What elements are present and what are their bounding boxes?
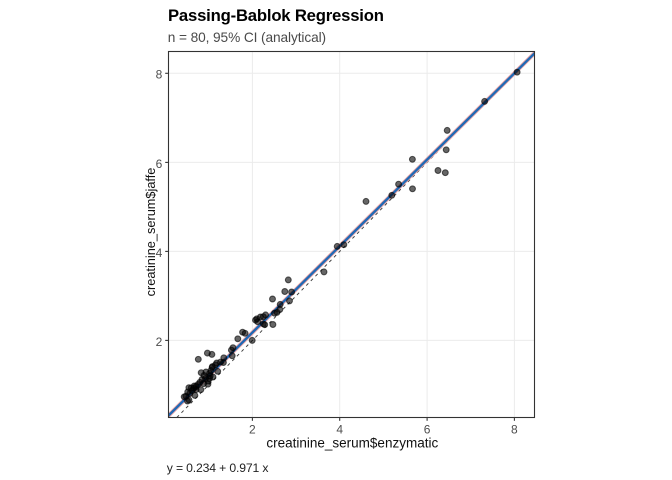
svg-text:creatinine_serum$jaffe: creatinine_serum$jaffe	[143, 168, 158, 297]
svg-text:6: 6	[424, 423, 431, 437]
svg-text:8: 8	[156, 68, 163, 82]
svg-text:4: 4	[336, 423, 343, 437]
svg-text:8: 8	[511, 423, 518, 437]
svg-text:6: 6	[156, 157, 163, 171]
svg-text:4: 4	[156, 246, 163, 260]
svg-text:2: 2	[156, 335, 163, 349]
svg-text:creatinine_serum$enzymatic: creatinine_serum$enzymatic	[266, 436, 438, 451]
svg-text:2: 2	[249, 423, 256, 437]
